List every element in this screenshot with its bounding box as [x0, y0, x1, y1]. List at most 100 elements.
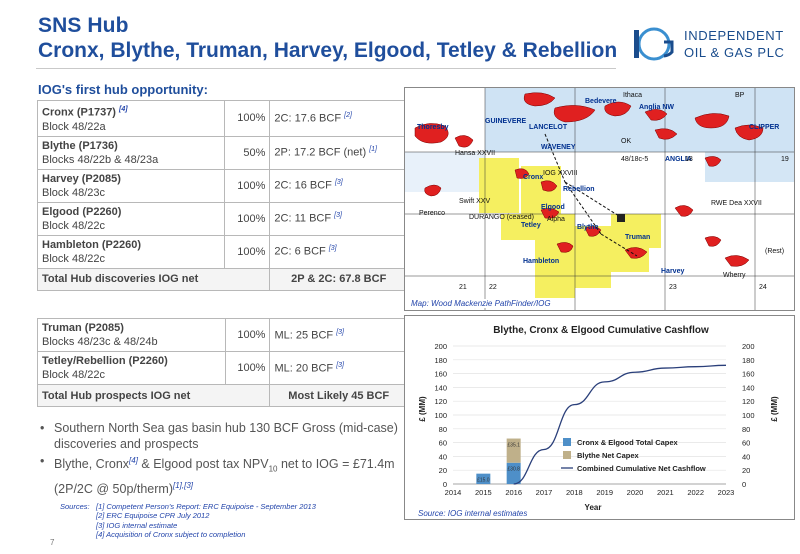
map-label-wherry: Wherry	[723, 272, 746, 279]
map-label-blythe: Blythe	[577, 224, 599, 231]
sources-footnote: Sources: [1] Competent Person's Report: E…	[60, 502, 316, 540]
bullet-text: Blythe, Cronx	[54, 457, 130, 472]
asset-name: Hambleton (P2260)	[42, 238, 142, 251]
asset-block: Blocks 48/22b & 48/23a	[42, 153, 159, 166]
bullet-item: Blythe, Cronx[4] & Elgood post tax NPV10…	[38, 453, 398, 497]
total-row: Total Hub discoveries IOG net 2P & 2C: 6…	[36, 267, 408, 291]
asset-cell: Harvey (P2085) Block 48/23c	[36, 168, 226, 203]
interest-cell: 100%	[224, 100, 271, 137]
page-title: SNS Hub	[38, 14, 129, 37]
reserve-value: 2C: 16 BCF	[274, 179, 332, 192]
map-label-bp: BP	[735, 92, 745, 99]
legend-swatch	[563, 438, 571, 446]
map-label-block-19: 19	[781, 156, 789, 163]
logo-text-line1: INDEPENDENT	[684, 28, 784, 43]
reserve-cell: ML: 20 BCF [3]	[269, 351, 408, 385]
interest-cell: 50%	[224, 135, 271, 170]
reserve-cell: 2C: 17.6 BCF [2]	[269, 100, 408, 137]
chart-grid	[453, 345, 726, 485]
sources-label: Sources:	[60, 502, 90, 511]
asset-cell: Tetley/Rebellion (P2260) Block 48/22c	[37, 351, 226, 385]
source-line: [2] ERC Equipoise CPR July 2012	[96, 511, 210, 521]
y-tick-label: 200	[434, 342, 447, 351]
legend-item-blythe: Blythe Net Capex	[577, 451, 640, 460]
reserve-value: 2C: 11 BCF	[274, 212, 332, 225]
asset-cell: Hambleton (P2260) Block 48/22c	[36, 234, 226, 269]
y-axis-label: £ (MM)	[418, 396, 427, 422]
asset-ref: [4]	[119, 106, 128, 113]
x-tick-label: 2019	[596, 488, 613, 497]
cumulative-cashflow-line	[513, 364, 727, 485]
y-tick-label-right: 160	[742, 370, 755, 379]
prospects-table: Truman (P2085) Blocks 48/23c & 48/24b 100…	[36, 318, 408, 407]
map-label-block-18: 18	[685, 156, 693, 163]
y-tick-label-right: 140	[742, 383, 755, 392]
chart-title: Blythe, Cronx & Elgood Cumulative Cashfl…	[493, 325, 709, 336]
y-tick-label: 100	[434, 411, 447, 420]
logo-text-line2: OIL & GAS PLC	[684, 45, 785, 60]
map-label-rwe: RWE Dea XXVII	[711, 200, 762, 207]
y-tick-label-right: 120	[742, 397, 755, 406]
reserve-cell: 2C: 16 BCF [3]	[269, 168, 408, 203]
bullet-text: net to IOG = £71.4m (2P/2C @ 50p/therm)	[54, 457, 395, 496]
table-row: Hambleton (P2260) Block 48/22c 100% 2C: 6…	[36, 234, 408, 269]
bullet-ref: [4]	[129, 456, 138, 465]
x-tick-label: 2014	[445, 488, 462, 497]
y-tick-label: 180	[434, 356, 447, 365]
map-label-block-21: 21	[459, 284, 467, 291]
total-value: Most Likely 45 BCF	[269, 384, 408, 407]
table-row: Harvey (P2085) Block 48/23c 100% 2C: 16 B…	[36, 168, 408, 203]
reserve-ref: [2]	[344, 112, 352, 119]
map-label-bedevere: Bedevere	[585, 98, 617, 105]
y-tick-label-right: 80	[742, 425, 750, 434]
reserve-cell: 2P: 17.2 BCF (net) [1]	[269, 135, 408, 170]
chart-legend: Cronx & Elgood Total Capex Blythe Net Cap…	[561, 438, 706, 473]
legend-item-capex: Cronx & Elgood Total Capex	[577, 438, 679, 447]
map-label-block-22: 22	[489, 284, 497, 291]
bullet-subscript: 10	[268, 464, 278, 474]
reserve-ref: [3]	[334, 179, 343, 187]
company-logo: INDEPENDENT OIL & GAS PLC	[630, 24, 795, 64]
cashflow-chart: Blythe, Cronx & Elgood Cumulative Cashfl…	[404, 315, 795, 520]
table-row: Tetley/Rebellion (P2260) Block 48/22c 100…	[37, 351, 408, 385]
asset-cell: Elgood (P2260) Block 48/22c	[36, 201, 226, 236]
bar-capex	[476, 473, 491, 484]
map-label-tetley: Tetley	[521, 222, 541, 229]
map-label-ithaca: Ithaca	[623, 92, 643, 99]
y-tick-label-right: 200	[742, 342, 755, 351]
source-line: [4] Acquisition of Cronx subject to comp…	[96, 530, 246, 540]
iog-logo-icon	[634, 27, 674, 61]
y-tick-label-right: 100	[742, 411, 755, 420]
map-label-block-23: 23	[669, 284, 677, 291]
asset-name: Tetley/Rebellion (P2260)	[42, 355, 168, 367]
map-label-anglia: ANGLIA	[665, 156, 692, 163]
map-label-durango: DURANGO (ceased)	[469, 214, 534, 221]
total-row: Total Hub prospects IOG net Most Likely …	[36, 384, 408, 407]
y-tick-label-right: 180	[742, 356, 755, 365]
reserve-ref: [1]	[369, 146, 377, 154]
asset-block: Block 48/23c	[42, 186, 105, 199]
reserve-value: ML: 25 BCF	[274, 329, 334, 342]
map-label-guinevere: GUINEVERE	[485, 118, 527, 125]
map-label-alpha: Alpha	[547, 216, 565, 223]
reserve-cell: 2C: 6 BCF [3]	[269, 234, 408, 269]
map-graphic	[405, 88, 794, 310]
interest-cell: 100%	[224, 201, 271, 236]
chart-svg: Blythe, Cronx & Elgood Cumulative Cashfl…	[418, 325, 779, 512]
bullet-item: Southern North Sea gas basin hub 130 BCF…	[38, 420, 398, 452]
total-label: Total Hub prospects IOG net	[36, 384, 271, 407]
map-label-lancelot: LANCELOT	[529, 124, 568, 131]
asset-name: Blythe (P1736)	[42, 139, 118, 152]
chart-source: Source: IOG internal estimates	[418, 509, 528, 518]
y-tick-label-right: 0	[742, 480, 746, 489]
x-tick-label: 2016	[505, 488, 522, 497]
licence-map: GUINEVERE LANCELOT WAVENEY Bedevere Itha…	[404, 87, 795, 311]
map-label-cronx: Cronx	[523, 174, 544, 181]
y-tick-label: 0	[443, 480, 447, 489]
map-label-waveney: WAVENEY	[541, 144, 576, 151]
bar-data-label: £30.8	[507, 467, 520, 473]
chart-line	[513, 364, 727, 485]
map-label-truman: Truman	[625, 234, 651, 241]
table-row: Blythe (P1736) Blocks 48/22b & 48/23a 50%…	[36, 135, 408, 170]
